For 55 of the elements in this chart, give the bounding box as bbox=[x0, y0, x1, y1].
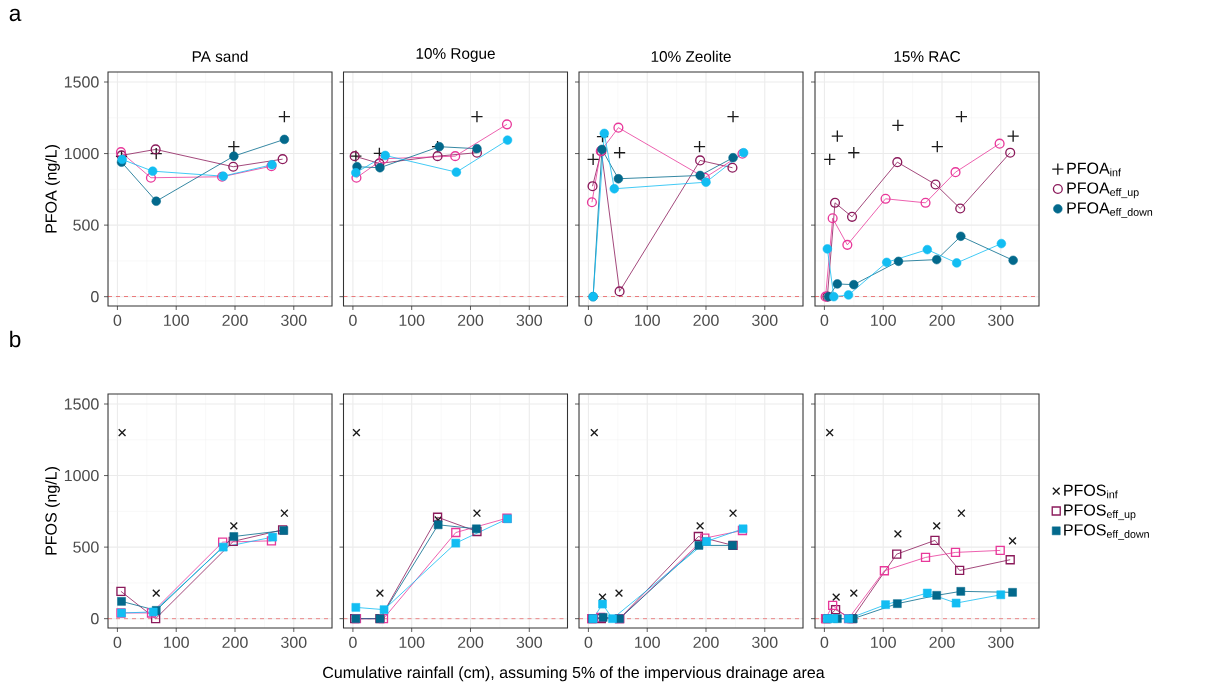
x-tick-label: 300 bbox=[988, 314, 1014, 327]
x-tick-label: 0 bbox=[820, 314, 829, 327]
x-tick-label: 200 bbox=[222, 314, 248, 327]
legend-label: PFOS$_{eff_down}$ bbox=[1064, 524, 1149, 540]
x-tick-label: 300 bbox=[516, 636, 543, 649]
y-axis-title: PFOS (ng/L) bbox=[44, 467, 60, 555]
y-tick-label: 0 bbox=[91, 291, 99, 303]
x-tick-label: 100 bbox=[635, 314, 660, 327]
x-tick-label: 100 bbox=[164, 314, 189, 327]
text: b bbox=[10, 330, 21, 348]
legend-label: PFOA$_{eff_down}$ bbox=[1067, 202, 1153, 218]
y-tick-label: 0 bbox=[91, 613, 99, 625]
x-tick-label: 0 bbox=[113, 636, 122, 649]
x-tick-label: 200 bbox=[693, 314, 719, 327]
y-tick-label: 1000 bbox=[64, 469, 99, 482]
y-tick-label: 1500 bbox=[64, 76, 99, 88]
chart-title: 10% Zeolite bbox=[651, 50, 731, 62]
x-tick-label: 100 bbox=[871, 314, 896, 327]
legend-label: PFOS$_{eff_up}$ bbox=[1064, 504, 1136, 521]
x-tick-label: 300 bbox=[281, 636, 307, 649]
y-tick-label: 500 bbox=[73, 219, 99, 231]
y-axis-title: PFOA (ng/L) bbox=[44, 145, 60, 233]
x-tick-label: 0 bbox=[584, 314, 593, 327]
x-tick-label: 100 bbox=[399, 314, 425, 327]
x-tick-label: 300 bbox=[752, 636, 778, 649]
x-tick-label: 100 bbox=[635, 636, 660, 649]
x-tick-label: 0 bbox=[820, 636, 829, 649]
text: a bbox=[9, 8, 22, 22]
y-tick-label: 1500 bbox=[64, 398, 99, 410]
x-tick-label: 200 bbox=[929, 314, 955, 327]
x-tick-label: 100 bbox=[871, 636, 896, 649]
x-tick-label: 0 bbox=[349, 636, 357, 649]
x-tick-label: 300 bbox=[281, 314, 307, 327]
x-tick-label: 300 bbox=[516, 314, 543, 327]
x-tick-label: 0 bbox=[584, 636, 593, 649]
y-tick-label: 1000 bbox=[64, 147, 99, 160]
x-tick-label: 200 bbox=[457, 314, 484, 327]
chart-title: 10% Rogue bbox=[416, 48, 495, 62]
legend-label: PFOA$_{inf}$ bbox=[1067, 162, 1121, 177]
x-tick-label: 300 bbox=[752, 314, 778, 327]
x-tick-label: 300 bbox=[988, 636, 1014, 649]
x-tick-label: 0 bbox=[349, 314, 357, 327]
chart-title: PA sand bbox=[192, 50, 248, 62]
x-axis-title: Cumulative rainfall (cm), assuming 5% of the impervious drainage area bbox=[323, 666, 825, 682]
x-tick-label: 100 bbox=[164, 636, 189, 649]
legend-label: PFOA$_{eff_up}$ bbox=[1067, 182, 1139, 199]
x-tick-label: 200 bbox=[222, 636, 248, 649]
x-tick-label: 0 bbox=[113, 314, 122, 327]
x-tick-label: 200 bbox=[929, 636, 955, 649]
x-tick-label: 200 bbox=[457, 636, 484, 649]
chart-title: 15% RAC bbox=[894, 51, 961, 62]
y-tick-label: 500 bbox=[73, 541, 99, 553]
x-tick-label: 200 bbox=[693, 636, 719, 649]
x-tick-label: 100 bbox=[399, 636, 425, 649]
legend-label: PFOS$_{inf}$ bbox=[1064, 484, 1118, 499]
